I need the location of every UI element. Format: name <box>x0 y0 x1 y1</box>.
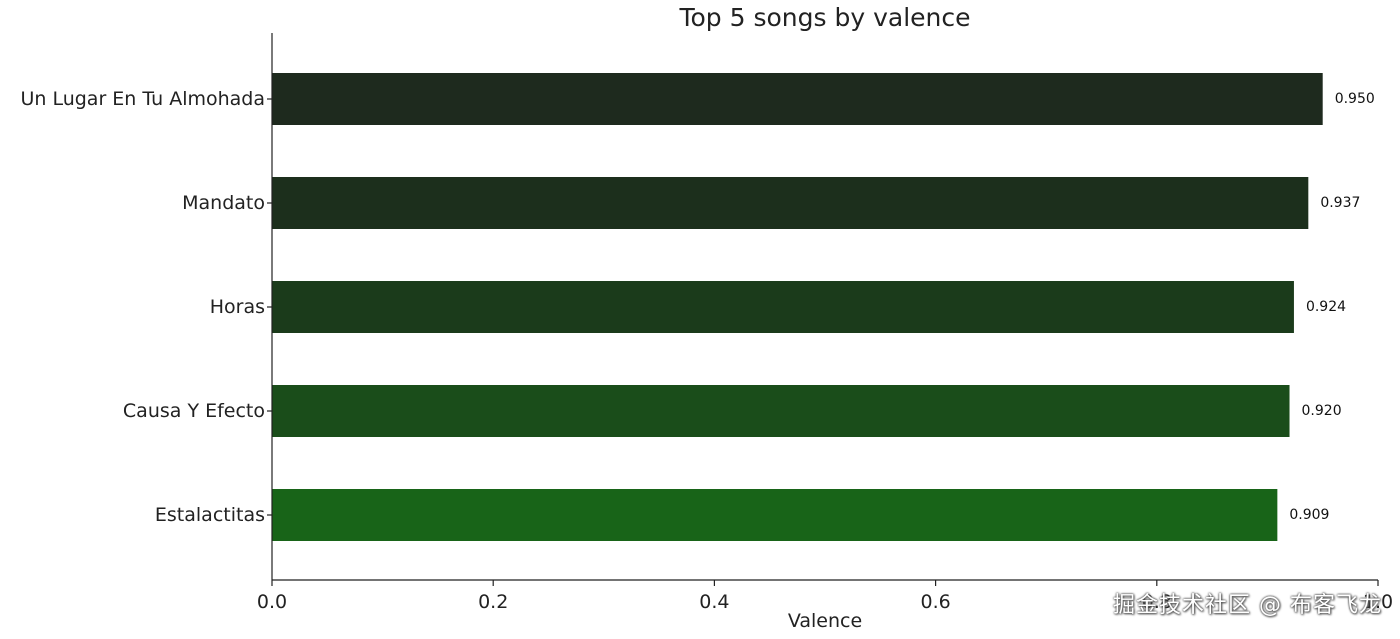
bar <box>272 489 1278 541</box>
bar <box>272 177 1309 229</box>
bar <box>272 73 1323 125</box>
bar-value-label: 0.950 <box>1335 91 1375 107</box>
chart-title: Top 5 songs by valence <box>678 3 970 32</box>
x-tick-label: 0.2 <box>478 591 508 613</box>
x-axis-title: Valence <box>788 610 862 632</box>
bars-group <box>272 73 1323 541</box>
value-labels-group: 0.950 0.937 0.924 0.920 0.909 <box>1289 91 1374 523</box>
x-ticks-group: 0.0 0.2 0.4 0.6 0.8 1.0 <box>257 580 1393 613</box>
bar-value-label: 0.937 <box>1320 195 1360 211</box>
bar <box>272 281 1294 333</box>
x-tick-label: 0.8 <box>1142 591 1172 613</box>
y-tick-label: Causa Y Efecto <box>123 400 265 422</box>
bar-value-label: 0.920 <box>1302 403 1342 419</box>
x-tick-label: 0.4 <box>699 591 729 613</box>
watermark: 掘金技术社区 @ 布客飞龙 <box>1113 593 1382 618</box>
x-tick-label: 1.0 <box>1363 591 1393 613</box>
bar-value-label: 0.909 <box>1289 507 1329 523</box>
y-tick-labels-group: Un Lugar En Tu Almohada Mandato Horas Causa… <box>20 88 272 526</box>
y-tick-label: Mandato <box>182 192 265 214</box>
x-tick-label: 0.0 <box>257 591 287 613</box>
y-tick-label: Un Lugar En Tu Almohada <box>20 88 265 110</box>
bar <box>272 385 1290 437</box>
y-tick-label: Horas <box>210 296 265 318</box>
y-tick-label: Estalactitas <box>155 504 265 526</box>
bar-value-label: 0.924 <box>1306 299 1346 315</box>
x-tick-label: 0.6 <box>920 591 950 613</box>
